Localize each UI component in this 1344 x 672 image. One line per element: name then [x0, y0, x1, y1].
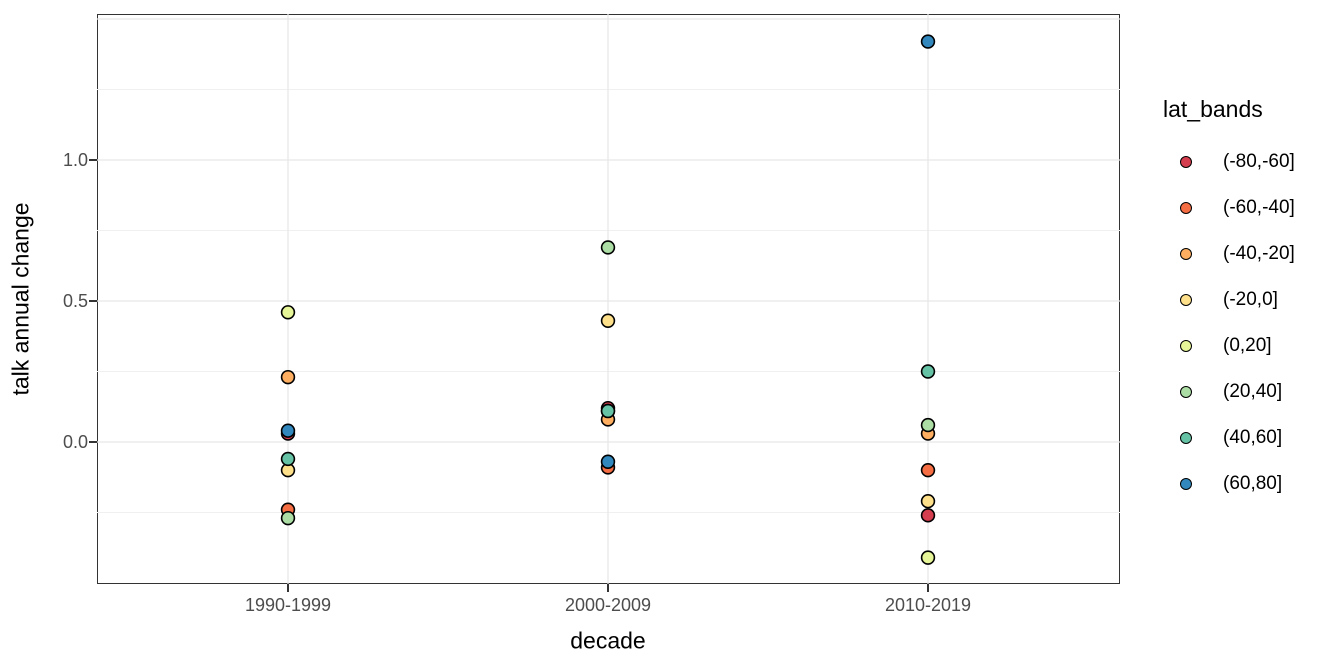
y-tick-label: 1.0 [62, 150, 88, 170]
legend-key-circle-icon [1169, 202, 1203, 214]
legend-label: (-60,-40] [1223, 197, 1295, 218]
legend-item: (0,20] [1163, 323, 1295, 369]
legend-label: (0,20] [1223, 335, 1272, 356]
legend-title: lat_bands [1163, 96, 1263, 122]
data-point [280, 423, 296, 438]
data-point [920, 463, 936, 478]
legend-item: (-60,-40] [1163, 185, 1295, 231]
x-tick-label: 1990-1999 [244, 595, 332, 615]
data-point [280, 305, 296, 320]
x-tick-mark [607, 584, 609, 592]
legend-item: (40,60] [1163, 415, 1295, 461]
legend-swatch [1180, 478, 1192, 490]
legend-label: (-80,-60] [1223, 151, 1295, 172]
legend: lat_bands (-80,-60] (-60,-40] (-40,-20] (-2… [1163, 96, 1295, 507]
legend-swatch [1180, 432, 1192, 444]
plot-panel [97, 14, 1120, 584]
y-tick-label: 0.5 [62, 291, 88, 311]
data-point [600, 240, 616, 255]
legend-label: (20,40] [1223, 381, 1283, 402]
legend-key-circle-icon [1169, 386, 1203, 398]
y-tick-label: 0.0 [62, 432, 88, 452]
legend-key-circle-icon [1169, 340, 1203, 352]
data-point [920, 417, 936, 433]
y-tick-mark [89, 300, 97, 302]
data-point [920, 550, 936, 565]
x-tick-label: 2010-2019 [884, 595, 972, 615]
y-tick-mark [89, 441, 97, 443]
y-tick-mark [89, 159, 97, 161]
legend-label: (-20,0] [1223, 289, 1278, 310]
legend-item: (-20,0] [1163, 277, 1295, 323]
legend-swatch [1180, 248, 1192, 260]
legend-item: (-40,-20] [1163, 231, 1295, 277]
data-point [600, 403, 616, 419]
legend-swatch [1180, 294, 1192, 306]
legend-swatch [1180, 156, 1192, 168]
data-point [280, 451, 296, 467]
data-point [280, 510, 296, 526]
data-point [920, 364, 936, 379]
x-tick-mark [927, 584, 929, 592]
legend-item: (-80,-60] [1163, 139, 1295, 185]
data-point [920, 508, 936, 523]
data-point [920, 34, 936, 49]
legend-items: (-80,-60] (-60,-40] (-40,-20] (-20,0] (0,20]… [1163, 139, 1295, 507]
legend-key-circle-icon [1169, 156, 1203, 168]
data-point [600, 313, 616, 328]
legend-key-circle-icon [1169, 248, 1203, 260]
x-tick-mark [287, 584, 289, 592]
legend-key-circle-icon [1169, 432, 1203, 444]
legend-label: (60,80] [1223, 473, 1283, 494]
legend-swatch [1180, 202, 1192, 214]
legend-swatch [1180, 340, 1192, 352]
legend-key-circle-icon [1169, 294, 1203, 306]
data-point [280, 369, 296, 385]
y-axis-title: talk annual change [7, 202, 34, 396]
legend-swatch [1180, 386, 1192, 398]
data-point [920, 494, 936, 509]
legend-label: (-40,-20] [1223, 243, 1295, 264]
legend-label: (40,60] [1223, 427, 1283, 448]
data-point [600, 454, 616, 469]
legend-key-circle-icon [1169, 478, 1203, 490]
plot-area [97, 14, 1120, 584]
x-tick-label: 2000-2009 [564, 595, 652, 615]
legend-item: (20,40] [1163, 369, 1295, 415]
legend-item: (60,80] [1163, 461, 1295, 507]
x-axis-title: decade [570, 627, 646, 654]
